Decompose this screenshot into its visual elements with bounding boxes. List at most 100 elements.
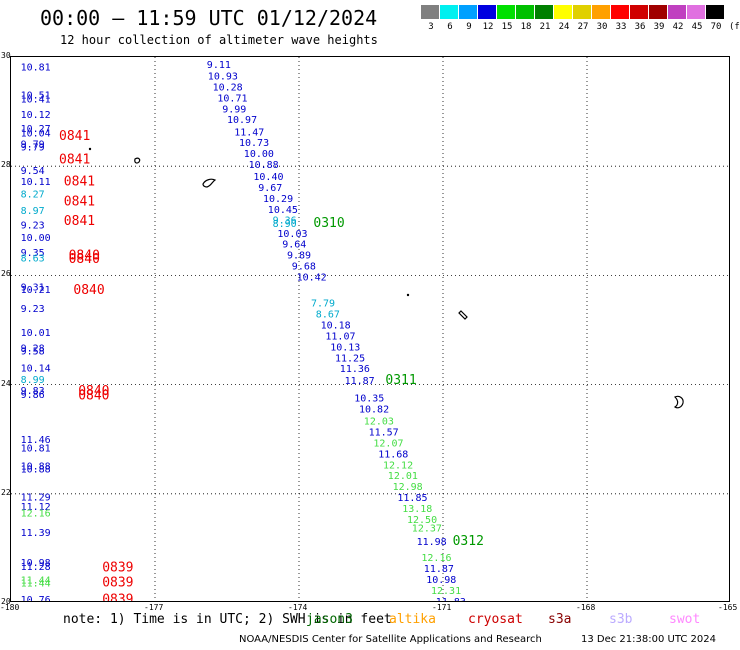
wave-height-value: 9.99 — [222, 104, 246, 115]
wave-height-value: 8.67 — [316, 310, 340, 321]
scale-label: 21 — [539, 22, 551, 32]
wave-height-value: 11.29 — [21, 493, 51, 504]
pass-time-label: 0312 — [453, 534, 484, 549]
longitude-label: -177 — [144, 603, 164, 612]
wave-height-value: 12.01 — [388, 471, 418, 482]
scale-swatch — [706, 5, 724, 19]
scale-swatch — [592, 5, 610, 19]
wave-height-value: 10.42 — [297, 273, 327, 284]
pass-time-label: 0841 — [64, 195, 95, 210]
pass-time-label: 0839 — [102, 575, 133, 590]
scale-swatch — [573, 5, 591, 19]
wave-height-value: 10.41 — [21, 95, 51, 106]
wave-height-value: 9.79 — [21, 139, 45, 150]
wave-height-value: 10.71 — [217, 93, 247, 104]
wave-height-value: 10.00 — [21, 233, 51, 244]
scale-label: 12 — [482, 22, 494, 32]
wave-height-value: 11.87 — [345, 376, 375, 387]
wave-height-value: 8.99 — [21, 375, 45, 386]
wave-height-value: 8.63 — [21, 253, 45, 264]
island-outline — [458, 310, 468, 320]
wave-height-value: 11.46 — [21, 435, 51, 446]
wave-height-value: 10.88 — [21, 461, 51, 472]
island-outline — [134, 157, 141, 164]
wave-height-value: 9.86 — [21, 390, 45, 401]
scale-label: 30 — [596, 22, 608, 32]
wave-height-value: 13.18 — [402, 504, 432, 515]
wave-height-value: 11.39 — [21, 528, 51, 539]
pass-time-label: 0840 — [73, 283, 104, 298]
scale-label: 70 — [710, 22, 722, 32]
wave-height-value: 9.36 — [273, 216, 297, 227]
wave-height-value: 9.11 — [207, 60, 231, 71]
wave-height-value: 10.97 — [227, 115, 257, 126]
wave-height-value: 9.23 — [21, 221, 45, 232]
scale-swatch — [630, 5, 648, 19]
map-title: 00:00 — 11:59 UTC 01/12/2024 — [40, 6, 378, 30]
wave-height-value: 10.35 — [354, 394, 384, 405]
scale-label: 36 — [634, 22, 646, 32]
satellite-legend-s3b: s3b — [609, 612, 633, 627]
wave-height-value: 10.18 — [321, 321, 351, 332]
pass-time-label: 0841 — [59, 153, 90, 168]
wave-height-value: 12.31 — [431, 586, 461, 597]
wave-height-value: 11.12 — [21, 502, 51, 513]
wave-height-value: 9.58 — [21, 347, 45, 358]
wave-height-value: 10.28 — [213, 83, 243, 94]
scale-label: 42 — [672, 22, 684, 32]
wave-height-value: 11.44 — [21, 578, 51, 589]
pass-time-label: 0841 — [64, 214, 95, 229]
wave-height-value: 9.89 — [287, 251, 311, 262]
satellite-legend-altika: altika — [389, 612, 436, 627]
wave-height-value: 10.88 — [21, 465, 51, 476]
latitude-label: 22 — [1, 487, 11, 497]
wave-height-value: 10.40 — [253, 172, 283, 183]
wave-height-value: 11.28 — [21, 562, 51, 573]
wave-height-value: 11.07 — [325, 332, 355, 343]
map-canvas: 10.8110.5110.4110.1210.2710.049.799.799.… — [11, 57, 729, 601]
scale-unit: (ft) — [729, 22, 740, 32]
scale-swatch — [554, 5, 572, 19]
footer-note: note: 1) Time is in UTC; 2) SWH is in fe… — [63, 612, 392, 627]
wave-height-value: 8.90 — [273, 219, 297, 230]
pass-time-label: 0310 — [313, 216, 344, 231]
wave-height-value: 10.81 — [21, 443, 51, 454]
wave-height-value: 12.50 — [407, 515, 437, 526]
wave-height-value: 7.79 — [311, 299, 335, 310]
map-subtitle: 12 hour collection of altimeter wave hei… — [60, 33, 378, 47]
wave-height-value: 9.83 — [21, 386, 45, 397]
wave-height-value: 9.79 — [21, 143, 45, 154]
wave-height-value: 10.03 — [277, 229, 307, 240]
wave-height-value: 10.01 — [21, 328, 51, 339]
scale-label: 45 — [691, 22, 703, 32]
island-outline — [202, 178, 217, 188]
scale-label: 18 — [520, 22, 532, 32]
wave-height-value: 11.44 — [21, 576, 51, 587]
pass-time-label: 0311 — [385, 373, 416, 388]
wave-height-value: 10.11 — [21, 177, 51, 188]
scale-label: 3 — [428, 22, 434, 32]
wave-height-value: 10.00 — [244, 149, 274, 160]
wave-height-map: 10.81 10.51 10.41 10.12 10.27 10.04 9.79 9.79 9.… — [10, 56, 730, 602]
wave-height-value: 9.31 — [21, 282, 45, 293]
scale-label: 24 — [558, 22, 570, 32]
scale-swatch — [497, 5, 515, 19]
wave-height-value: 10.27 — [21, 124, 51, 135]
wave-height-value: 12.12 — [383, 460, 413, 471]
satellite-legend-jason3: jason3 — [306, 612, 353, 627]
wave-height-value: 12.16 — [421, 553, 451, 564]
longitude-label: -180 — [0, 603, 20, 612]
scale-swatch — [421, 5, 439, 19]
wave-height-value: 9.64 — [282, 240, 306, 251]
scale-label: 39 — [653, 22, 665, 32]
scale-swatch — [611, 5, 629, 19]
wave-height-value: 10.29 — [263, 194, 293, 205]
scale-label: 9 — [466, 22, 472, 32]
scale-label: 15 — [501, 22, 513, 32]
timestamp: 13 Dec 21:38:00 UTC 2024 — [581, 634, 716, 645]
satellite-legend-s3a: s3a — [548, 612, 572, 627]
wave-height-value: 9.28 — [21, 344, 45, 355]
latitude-label: 28 — [1, 160, 11, 170]
pass-time-label: 0841 — [64, 175, 95, 190]
wave-height-value: 9.54 — [21, 166, 45, 177]
